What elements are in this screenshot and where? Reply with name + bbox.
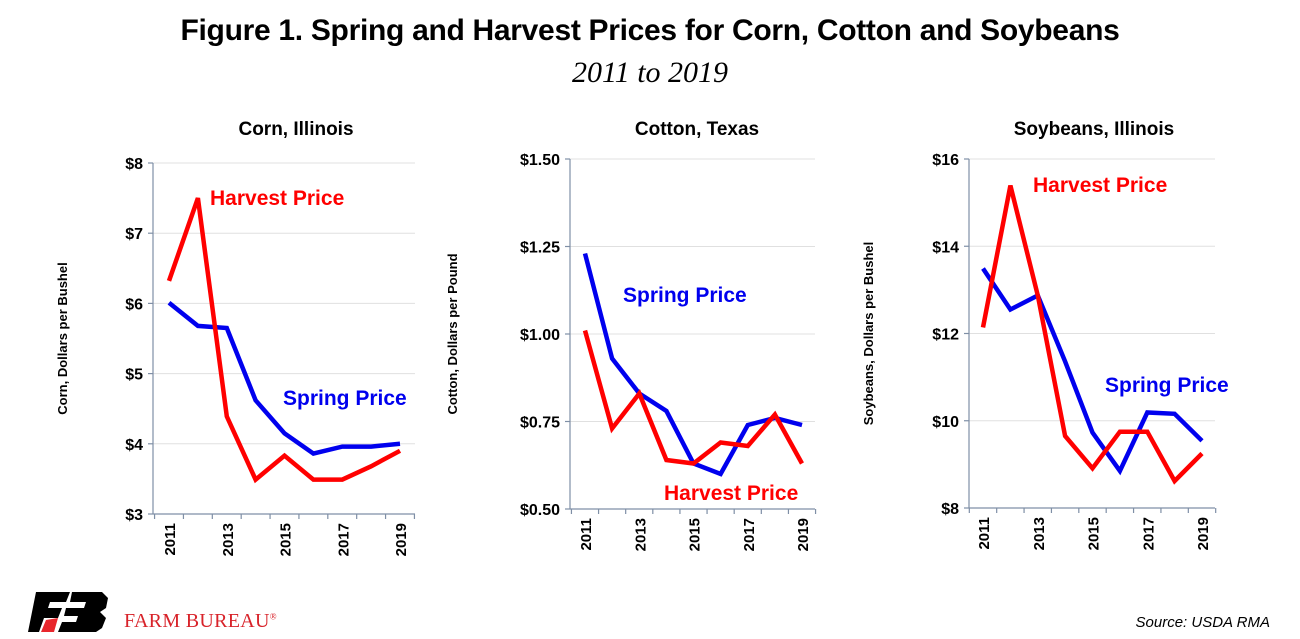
x-tick-label: 2019: [1195, 517, 1212, 550]
spring-price-line: [981, 267, 1204, 476]
x-tick-label: 2017: [1140, 517, 1157, 550]
y-tick-label: $1.00: [520, 327, 560, 344]
registered-mark: ®: [269, 611, 277, 622]
y-tick-label: $12: [932, 327, 959, 344]
y-tick-label: $0.75: [520, 415, 560, 432]
x-tick-label: 2011: [578, 518, 595, 551]
y-tick-label: $7: [125, 226, 143, 243]
harvest-price-line: [166, 197, 402, 484]
x-tick-label: 2015: [687, 518, 704, 551]
y-axis-label: Soybeans, Dollars per Bushel: [861, 242, 876, 426]
brand-name: FARM BUREAU: [124, 610, 270, 632]
harvest-price-label: Harvest Price: [1033, 174, 1167, 197]
figure-subtitle: 2011 to 2019: [571, 56, 729, 89]
chart-title: Corn, Illinois: [238, 119, 353, 140]
y-tick-label: $8: [941, 501, 959, 518]
spring-price-line: [167, 300, 401, 457]
y-tick-label: $8: [125, 156, 143, 173]
x-tick-label: 2017: [335, 523, 352, 556]
y-tick-label: $16: [932, 152, 959, 169]
farm-bureau-wordmark: FARM BUREAU®: [124, 610, 277, 633]
x-tick-label: 2013: [220, 523, 237, 556]
y-axis-label: Cotton, Dollars per Pound: [445, 253, 460, 414]
x-tick-label: 2015: [1086, 517, 1103, 550]
x-tick-label: 2015: [278, 523, 295, 556]
y-tick-label: $4: [125, 437, 143, 454]
x-tick-label: 2019: [795, 518, 812, 551]
x-tick-label: 2013: [632, 518, 649, 551]
harvest-price-line: [980, 185, 1204, 485]
x-tick-label: 2019: [393, 523, 410, 556]
x-tick-label: 2017: [741, 518, 758, 551]
x-tick-label: 2011: [976, 517, 993, 550]
y-tick-label: $6: [125, 296, 143, 313]
harvest-price-label: Harvest Price: [210, 187, 344, 210]
y-tick-label: $10: [932, 414, 959, 431]
x-tick-label: 2011: [162, 523, 179, 556]
y-tick-label: $5: [125, 367, 143, 384]
x-tick-label: 2013: [1031, 517, 1048, 550]
y-tick-label: $14: [932, 239, 959, 256]
y-axis-label: Corn, Dollars per Bushel: [55, 262, 70, 414]
spring-price-label: Spring Price: [283, 387, 407, 410]
source-note: Source: USDA RMA: [1135, 614, 1270, 631]
chart-title: Soybeans, Illinois: [1014, 119, 1175, 140]
y-tick-label: $0.50: [520, 502, 560, 519]
harvest-price-label: Harvest Price: [664, 482, 798, 505]
figure-title: Figure 1. Spring and Harvest Prices for …: [180, 14, 1120, 47]
chart-title: Cotton, Texas: [635, 119, 759, 140]
spring-price-label: Spring Price: [623, 284, 747, 307]
spring-price-label: Spring Price: [1105, 374, 1229, 397]
farm-bureau-logo-icon: [28, 592, 108, 632]
y-tick-label: $1.50: [520, 152, 560, 169]
y-tick-label: $3: [125, 507, 143, 524]
harvest-price-line: [582, 329, 804, 466]
y-tick-label: $1.25: [520, 240, 560, 257]
